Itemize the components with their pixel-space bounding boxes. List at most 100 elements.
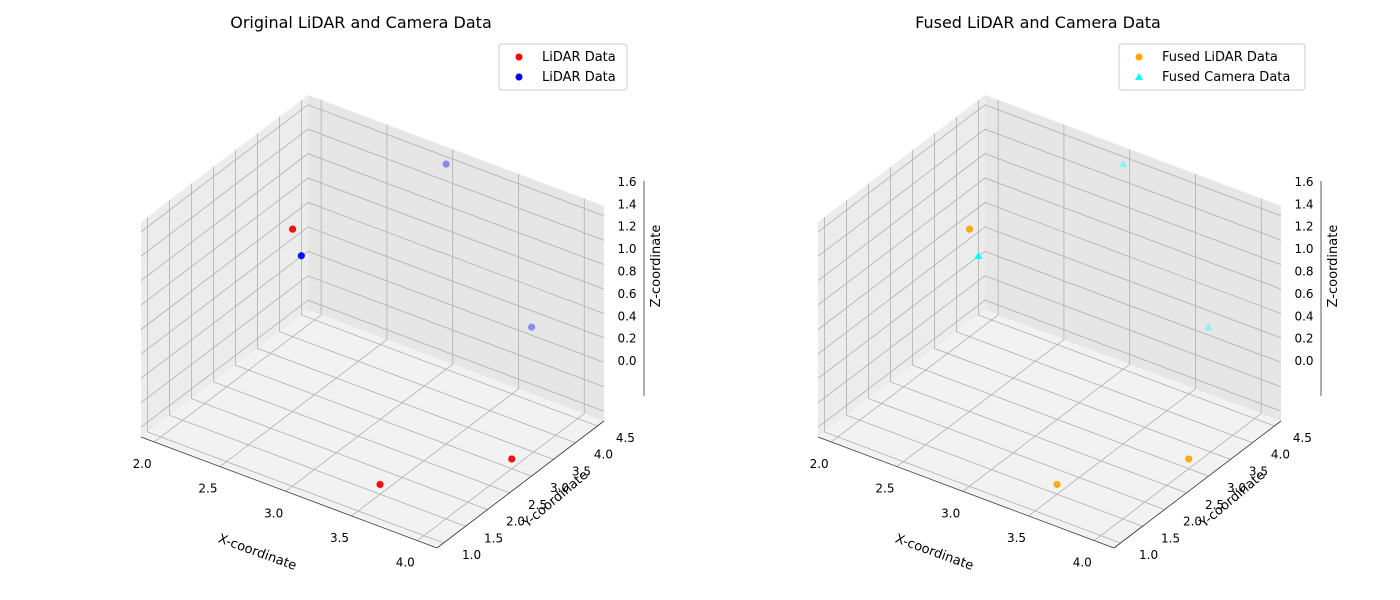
x-tick-label: 3.5 — [1007, 531, 1026, 545]
y-tick-label: 4.5 — [616, 431, 635, 445]
z-tick-label: 0.8 — [1294, 265, 1313, 279]
y-grid-line — [912, 150, 1209, 477]
y-grid-line — [213, 166, 510, 494]
x-tick-label: 2.0 — [133, 457, 152, 471]
z-grid-line — [140, 104, 605, 233]
z-tick-label: 0.0 — [1294, 354, 1313, 368]
y-tick-label: 1.0 — [1139, 548, 1158, 562]
y-tick-label: 1.0 — [462, 548, 481, 562]
z-grid-line — [817, 128, 1282, 257]
y-grid-line — [978, 100, 1275, 427]
y-tick-label: 3.5 — [572, 464, 591, 478]
legend-marker — [515, 73, 523, 81]
data-point — [974, 251, 983, 259]
y-tick-label: 4.5 — [1293, 431, 1312, 445]
z-grid-line — [140, 177, 605, 306]
data-point — [508, 455, 516, 463]
y-grid-line — [301, 100, 598, 427]
legend-label: LiDAR Data — [542, 50, 616, 65]
legend: LiDAR Data LiDAR Data — [498, 43, 628, 91]
y-grid-line — [890, 166, 1187, 494]
data-point — [1204, 323, 1213, 331]
chart-title: Fused LiDAR and Camera Data — [915, 13, 1161, 32]
z-grid-line — [817, 202, 1282, 330]
y-tick-label: 2.5 — [1205, 498, 1224, 512]
z-grid-line — [817, 275, 1282, 404]
y-tick-label: 3.5 — [1249, 464, 1268, 478]
data-point — [528, 323, 536, 331]
legend-marker — [1135, 73, 1143, 80]
z-tick-label: 1.6 — [1294, 175, 1313, 189]
z-grid-line — [140, 250, 605, 379]
legend: Fused LiDAR Data Fused Camera Data — [1118, 43, 1306, 91]
y-grid-line — [169, 200, 466, 527]
x-tick-label: 3.0 — [264, 506, 283, 520]
data-point — [1119, 160, 1128, 168]
x-grid-line — [351, 173, 519, 517]
z-grid-line — [817, 153, 1282, 281]
x-tick-label: 2.5 — [875, 482, 894, 496]
data-points — [965, 160, 1213, 489]
z-grid-line — [817, 226, 1282, 355]
data-point — [965, 225, 974, 233]
legend-label: LiDAR Data — [542, 70, 616, 85]
z-grid-line — [817, 250, 1282, 379]
x-tick-label: 3.0 — [941, 506, 960, 520]
chart-fused: 2.02.53.03.54.01.01.52.02.53.03.54.04.50… — [810, 13, 1341, 574]
x-tick-label: 3.5 — [330, 531, 349, 545]
x-grid-line — [1028, 173, 1196, 517]
chart-original: 2.02.53.03.54.01.01.52.02.53.03.54.04.50… — [133, 13, 664, 574]
legend-marker — [515, 53, 523, 61]
y-grid-line — [257, 133, 554, 460]
floor-pane — [141, 310, 604, 548]
y-grid-line — [147, 216, 444, 544]
z-tick-label: 1.4 — [1294, 197, 1313, 211]
y-tick-label: 4.0 — [1271, 448, 1290, 462]
z-tick-label: 1.0 — [617, 242, 636, 256]
x-axis-label: X-coordinate — [893, 532, 975, 574]
x-grid-line — [417, 198, 585, 541]
data-point — [297, 252, 305, 260]
grid-lines — [817, 99, 1282, 544]
z-tick-label: 0.0 — [617, 354, 636, 368]
z-tick-label: 1.4 — [617, 197, 636, 211]
legend-marker — [1135, 53, 1143, 61]
z-grid-line — [140, 299, 605, 428]
data-point — [442, 160, 450, 168]
z-tick-label: 1.2 — [617, 220, 636, 234]
data-point — [376, 480, 384, 489]
data-point — [1185, 455, 1193, 463]
y-grid-line — [191, 183, 488, 510]
y-tick-label: 2.5 — [528, 498, 547, 512]
x-grid-line — [896, 124, 1065, 467]
z-axis-label: Z-coordinate — [649, 225, 664, 308]
x-tick-label: 4.0 — [396, 556, 415, 570]
z-grid-line — [817, 177, 1282, 306]
chart-title: Original LiDAR and Camera Data — [230, 13, 492, 32]
y-grid-line — [868, 183, 1165, 510]
y-tick-label: 1.5 — [1161, 531, 1180, 545]
legend-box — [498, 43, 628, 91]
z-grid-line — [140, 202, 605, 330]
z-grid-line — [140, 275, 605, 404]
z-tick-label: 0.2 — [617, 332, 636, 346]
data-points — [288, 160, 536, 489]
data-point — [1053, 480, 1061, 489]
z-tick-label: 0.6 — [617, 287, 636, 301]
x-axis-line — [817, 436, 1115, 549]
tick-labels: 2.02.53.03.54.01.01.52.02.53.03.54.04.50… — [133, 175, 637, 570]
z-tick-label: 0.6 — [1294, 287, 1313, 301]
x-tick-label: 2.5 — [198, 482, 217, 496]
z-grid-line — [140, 128, 605, 257]
z-grid-line — [817, 104, 1282, 233]
x-tick-label: 4.0 — [1073, 556, 1092, 570]
z-tick-label: 1.6 — [617, 175, 636, 189]
legend-label: Fused Camera Data — [1162, 70, 1290, 85]
floor-pane — [818, 310, 1281, 548]
x-grid-line — [1094, 198, 1262, 541]
z-grid-line — [140, 226, 605, 355]
z-tick-label: 1.0 — [1294, 242, 1313, 256]
y-tick-label: 4.0 — [594, 448, 613, 462]
z-axis-label: Z-coordinate — [1326, 225, 1341, 308]
